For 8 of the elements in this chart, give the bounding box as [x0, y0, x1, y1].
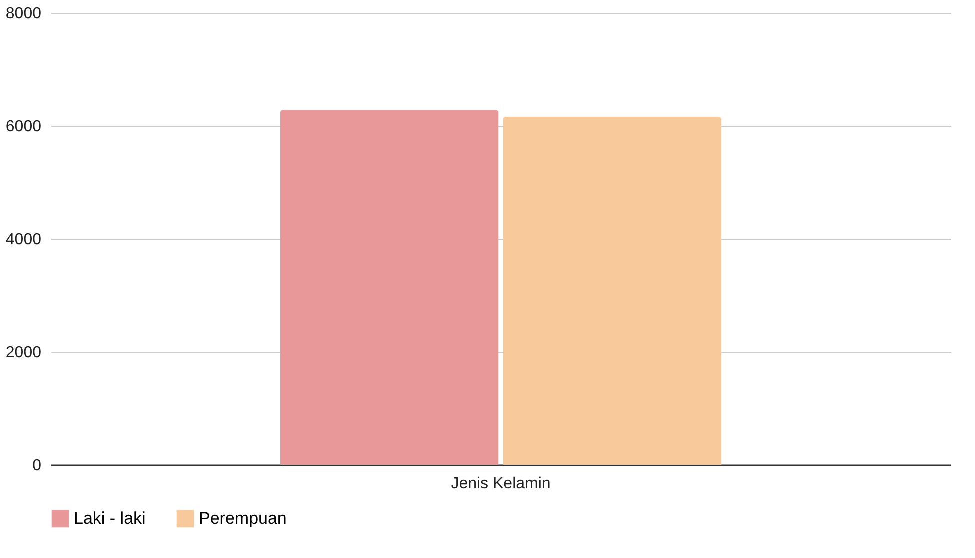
y-tick-label: 4000: [6, 232, 42, 248]
legend-label: Laki - laki: [74, 508, 146, 528]
y-tick-label: 6000: [6, 118, 42, 136]
y-tick-label: 8000: [6, 6, 42, 22]
x-tick-label: Jenis Kelamin: [451, 476, 551, 492]
legend-label: Perempuan: [199, 508, 287, 528]
y-tick-label: 0: [32, 458, 42, 474]
y-tick-label: 2000: [6, 344, 42, 362]
